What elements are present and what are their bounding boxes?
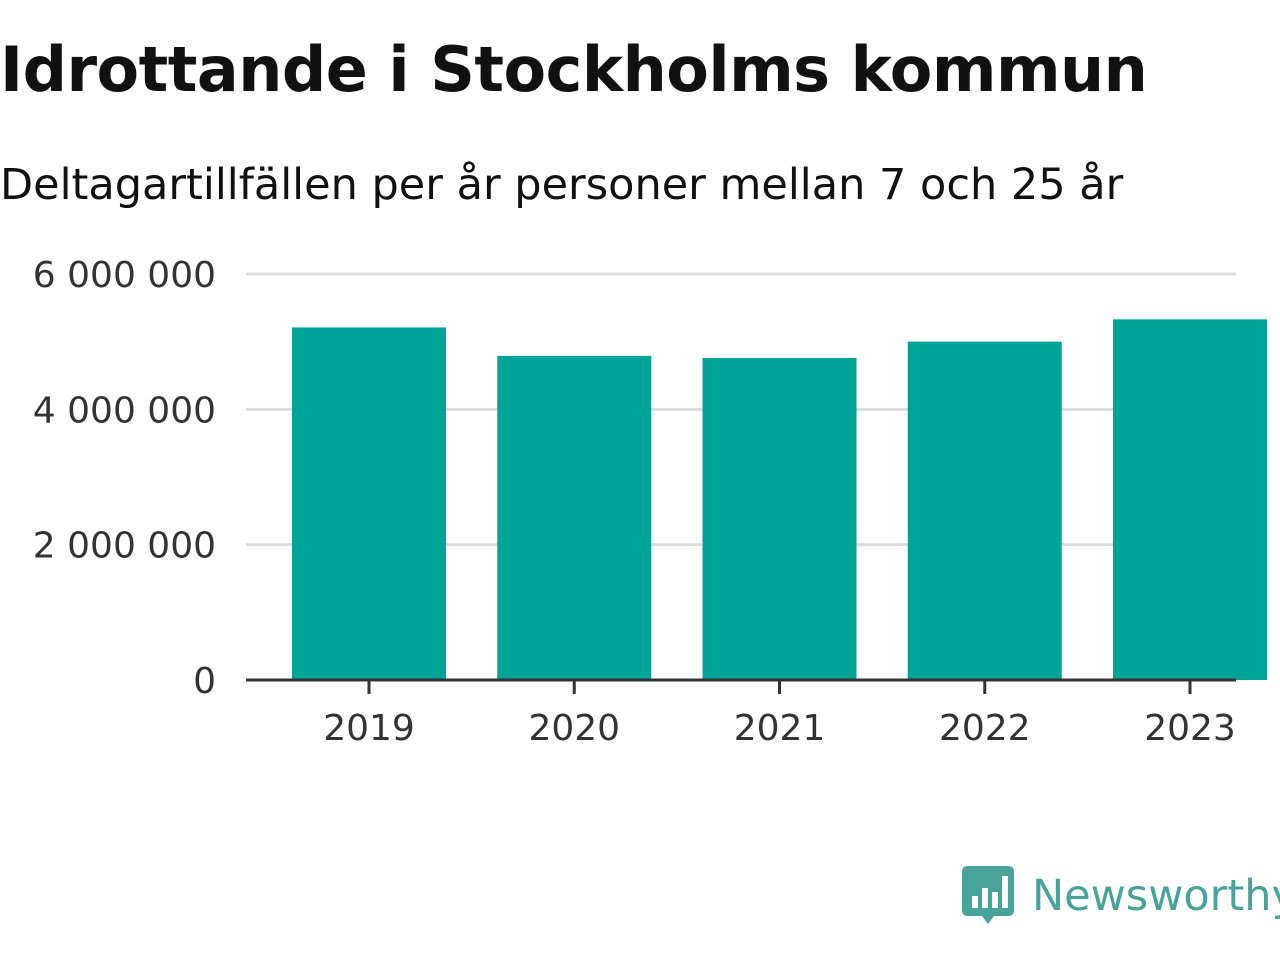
chart-subtitle: Deltagartillfällen per år personer mella…: [0, 160, 1124, 210]
y-tick-label: 4 000 000: [33, 390, 216, 431]
newsworthy-logo-icon: [962, 866, 1014, 924]
bar-2023: [1113, 319, 1267, 680]
x-tick-label: 2019: [323, 708, 415, 749]
x-tick-labels: 2019 2020 2021 2022 2023: [323, 708, 1236, 749]
bar-2022: [907, 341, 1062, 680]
y-tick-labels: 0 2 000 000 4 000 000 6 000 000: [33, 255, 216, 702]
y-tick-label: 6 000 000: [33, 255, 216, 296]
x-tick-label: 2020: [528, 708, 620, 749]
chart-title: Idrottande i Stockholms kommun: [0, 33, 1148, 106]
bar-2021: [702, 357, 857, 680]
bar-chart: 0 2 000 000 4 000 000 6 000 000 2019 2020 202…: [33, 255, 1267, 749]
bar-2019: [292, 327, 446, 680]
y-tick-label: 2 000 000: [33, 526, 216, 567]
y-tick-label: 0: [193, 661, 216, 702]
x-tick-label: 2023: [1144, 708, 1236, 749]
logo-text: Newsworthy: [1032, 870, 1280, 921]
newsworthy-logo: Newsworthy: [962, 864, 1280, 928]
bar-2020: [497, 355, 652, 680]
x-tick-label: 2021: [734, 708, 826, 749]
axes: [246, 678, 1236, 694]
bars: [292, 319, 1267, 680]
x-tick-label: 2022: [939, 708, 1031, 749]
